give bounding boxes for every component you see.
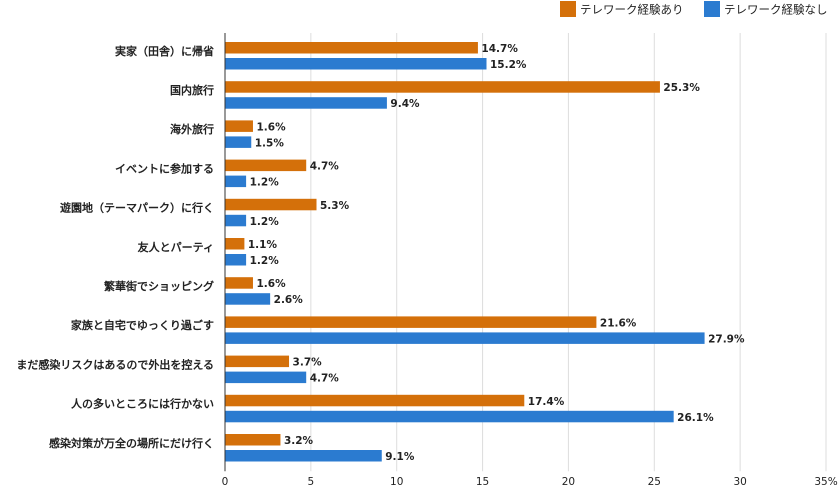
data-label: 14.7% (481, 43, 518, 55)
data-label: 15.2% (490, 59, 527, 71)
legend-swatch (704, 1, 720, 17)
category-label: 人の多いところには行かない (71, 397, 214, 411)
legend-label: テレワーク経験あり (580, 3, 684, 17)
data-label: 1.6% (256, 121, 286, 133)
data-label: 1.6% (256, 278, 286, 290)
bar (225, 214, 247, 227)
bar (225, 175, 247, 188)
bar (225, 136, 252, 148)
data-label: 1.5% (255, 137, 285, 149)
category-label: イベントに参加する (115, 161, 214, 175)
data-label: 3.2% (284, 435, 314, 447)
data-label: 27.9% (708, 333, 745, 345)
category-label: 実家（田舎）に帰省 (115, 44, 214, 58)
data-label: 1.2% (250, 216, 280, 228)
bar (225, 371, 307, 384)
data-label: 25.3% (663, 82, 700, 94)
data-label: 2.6% (274, 294, 304, 306)
gridlines (224, 33, 827, 472)
bar (225, 394, 525, 407)
bar (225, 316, 597, 328)
data-label: 5.3% (320, 200, 350, 212)
bar (225, 198, 317, 211)
category-labels: 実家（田舎）に帰省国内旅行海外旅行イベントに参加する遊園地（テーマパーク）に行く… (16, 44, 214, 450)
bar (225, 332, 705, 344)
x-axis-ticks: 0 5 10 15 20 25 30 35% (222, 476, 838, 488)
data-label: 9.4% (390, 98, 420, 110)
category-label: 海外旅行 (170, 122, 214, 136)
category-label: 遊園地（テーマパーク）に行く (60, 201, 214, 215)
data-label: 17.4% (528, 396, 565, 408)
x-tick-label: 10 (390, 476, 403, 488)
x-tick-label: 20 (562, 476, 575, 488)
category-label: 家族と自宅でゆっくり過ごす (71, 318, 214, 332)
bar (225, 293, 271, 305)
data-label: 4.7% (310, 373, 340, 385)
x-tick-label: 0 (222, 476, 229, 488)
data-label: 1.1% (248, 239, 278, 251)
category-label: 感染対策が万全の場所にだけ行く (49, 436, 214, 450)
bar (225, 254, 247, 266)
bar (225, 81, 660, 93)
category-label: まだ感染リスクはあるので外出を控える (16, 357, 214, 371)
bar (225, 97, 387, 109)
bar (225, 238, 245, 250)
bar (225, 410, 674, 423)
legend-label: テレワーク経験なし (724, 3, 828, 17)
bar (225, 120, 253, 132)
category-label: 友人とパーティ (138, 240, 214, 254)
bar (225, 159, 307, 172)
bar (225, 58, 487, 70)
bar (225, 355, 290, 368)
legend-swatch (560, 1, 576, 17)
data-label: 4.7% (310, 161, 340, 173)
x-tick-label: 15 (476, 476, 489, 488)
bars: 14.7% 15.2% 25.3% 9.4% 1.6% 1.5% 4.7% 1.2% 5.3% 1… (225, 42, 745, 463)
category-label: 繁華街でショッピング (103, 279, 214, 293)
x-tick-label: 5 (308, 476, 315, 488)
bar (225, 450, 382, 462)
data-label: 21.6% (600, 317, 637, 329)
legend: テレワーク経験あり テレワーク経験なし (560, 1, 828, 17)
data-label: 1.2% (250, 255, 280, 267)
data-label: 26.1% (677, 412, 714, 424)
x-tick-label: 30 (733, 476, 746, 488)
bar (225, 434, 281, 446)
category-label: 国内旅行 (170, 83, 214, 97)
x-tick-label: 25 (648, 476, 661, 488)
bar (225, 42, 478, 54)
data-label: 1.2% (250, 177, 280, 189)
bar (225, 277, 253, 289)
x-tick-label: 35% (814, 476, 837, 488)
data-label: 3.7% (293, 357, 323, 369)
data-label: 9.1% (385, 451, 415, 463)
